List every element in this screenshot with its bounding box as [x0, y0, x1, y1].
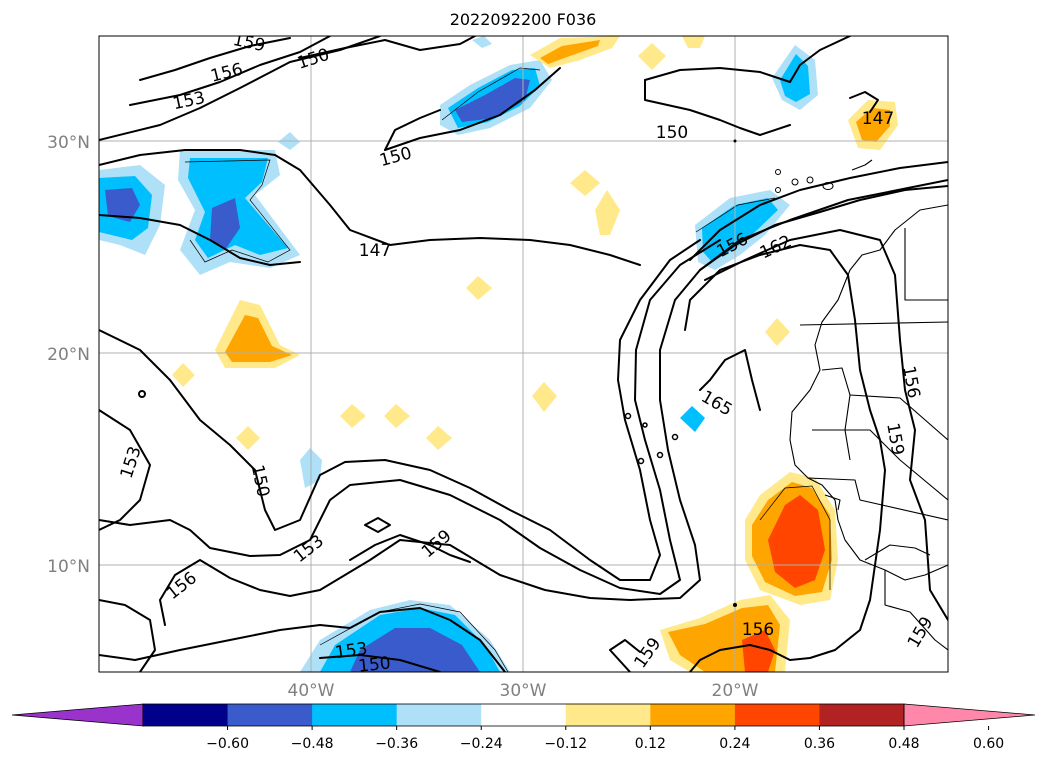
- map-frame: [98, 35, 949, 673]
- colorbar-frame: [142, 703, 905, 727]
- colorbar-tick-label: −0.36: [375, 736, 418, 752]
- colorbar-tick-label: −0.12: [544, 736, 587, 752]
- shade-orange-ne: [856, 108, 890, 142]
- colorbar-swatch: [565, 704, 651, 726]
- shade-cyan-ne: [780, 54, 810, 102]
- contour-label: 159: [231, 30, 267, 56]
- shade-outline-x: [184, 159, 291, 263]
- shade-red-sse: [742, 630, 775, 672]
- shade-yellow-dot-12: [765, 318, 790, 346]
- coastlines: [733, 139, 948, 651]
- colorbar-swatch: [819, 704, 905, 726]
- contour-label: 153: [334, 639, 369, 663]
- shade-orange-n: [540, 40, 600, 64]
- lon-label-40w: 40°W: [288, 681, 335, 701]
- shade-yellow-dot-4: [384, 404, 410, 428]
- contour-label: 147: [359, 241, 391, 261]
- shade-blue-s-core: [350, 628, 480, 672]
- colorbar-tick-label: −0.48: [291, 736, 334, 752]
- colorbar-tick-label: −0.60: [206, 736, 249, 752]
- colorbar-swatch: [650, 704, 736, 726]
- colorbar-tick-label: 0.24: [719, 736, 750, 752]
- shade-blue-nw-core: [105, 188, 140, 222]
- shade-yellow-dot-1: [172, 363, 195, 387]
- colorbar-tick-label: 0.48: [888, 736, 919, 752]
- lon-label-20w: 20°W: [712, 681, 759, 701]
- contour-label: 150: [357, 653, 391, 676]
- map-title: 2022092200 F036: [450, 10, 597, 29]
- shade-cyan-small-2: [680, 406, 705, 432]
- shade-outline-n: [441, 67, 541, 121]
- shade-yellow-dot-5: [426, 426, 452, 450]
- shade-yellow-dot-7: [466, 276, 492, 300]
- lat-label-30n: 30°N: [47, 133, 90, 153]
- lat-label-20n: 20°N: [47, 345, 90, 365]
- colorbar-tick-label: −0.24: [460, 736, 503, 752]
- shade-outline-se: [759, 485, 831, 590]
- contour-label: 150: [656, 123, 688, 143]
- colorbar-swatch: [143, 704, 229, 726]
- colorbar-tick-label: 0.36: [804, 736, 835, 752]
- shade-yellow-dot-9: [595, 190, 620, 235]
- shade-outline-canary: [695, 197, 776, 233]
- shade-blue-x-core: [210, 198, 240, 250]
- shade-cyan-canary: [702, 198, 778, 262]
- shade-yellow-dot-11: [682, 36, 705, 48]
- colorbar-extend-high: [903, 703, 1036, 727]
- shade-yellow-dot-10: [638, 43, 666, 70]
- colorbar-tick-label: 0.60: [973, 736, 1004, 752]
- shade-yellow-dot-3: [340, 404, 366, 428]
- shade-yellow-dot-6: [532, 382, 557, 412]
- shade-blue-n-core: [455, 78, 530, 122]
- colorbar-swatch: [481, 704, 567, 726]
- lon-label-30w: 30°W: [500, 681, 547, 701]
- lat-label-10n: 10°N: [47, 557, 90, 577]
- colorbar-extend-low: [11, 703, 144, 727]
- colorbar-tick-label: 0.12: [635, 736, 666, 752]
- contour-label: 147: [862, 109, 894, 129]
- shade-yellow-dot-2: [236, 426, 260, 450]
- shade-yellow-dot-8: [570, 170, 600, 196]
- contour-lines: [99, 36, 948, 672]
- contour-label: 156: [742, 620, 774, 640]
- colorbar: −0.60 −0.48 −0.36 −0.24 −0.12 0.12 0.24 0.36 0.4…: [11, 703, 1036, 752]
- shade-orange-w: [225, 315, 292, 362]
- colorbar-swatch: [396, 704, 482, 726]
- shade-cyan-small-4: [472, 36, 492, 48]
- colorbar-swatch: [312, 704, 398, 726]
- colorbar-swatch: [227, 704, 313, 726]
- colorbar-swatch: [734, 704, 820, 726]
